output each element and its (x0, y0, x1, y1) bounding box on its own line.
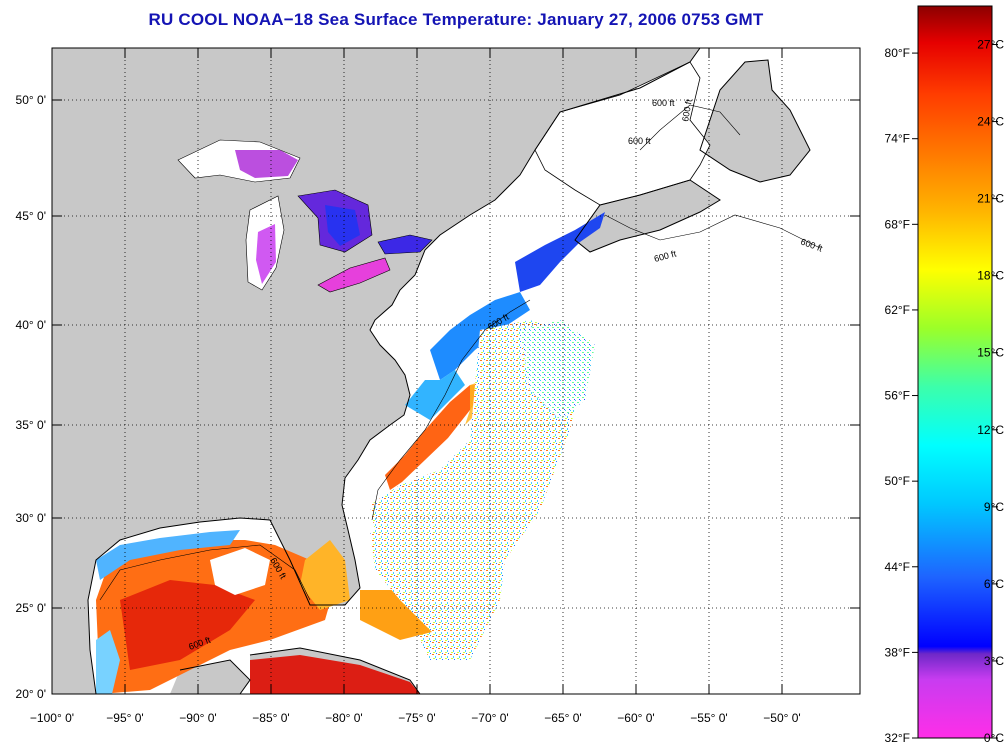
sst-gulf-cool-shelf (96, 530, 240, 580)
sst-caribbean (250, 655, 420, 694)
lon-label: −75° 0' (398, 711, 435, 725)
lat-label: 35° 0' (16, 418, 46, 432)
lon-label: −55° 0' (690, 711, 727, 725)
colorbar-label-c: 21°C (977, 192, 1004, 206)
lat-lon-gridlines (52, 48, 860, 694)
sst-texas-coast (96, 630, 120, 694)
colorbar-label-f: 56°F (885, 389, 910, 403)
gulf-of-st-lawrence (534, 61, 711, 206)
lat-label: 45° 0' (16, 209, 46, 223)
lon-label: −95° 0' (106, 711, 143, 725)
colorbar-label-c: 9°C (984, 500, 1004, 514)
colorbar: 32°F 38°F 44°F 50°F 56°F 62°F 68°F 74°F 80°F 0°C… (885, 5, 1004, 745)
colorbar-label-c: 12°C (977, 423, 1004, 437)
map-frame (51, 47, 861, 695)
colorbar-label-c: 24°C (977, 115, 1004, 129)
colorbar-label-f: 80°F (885, 46, 910, 60)
lake-erie (317, 257, 391, 293)
lake-ontario (377, 234, 433, 255)
land-nova-scotia (575, 180, 720, 252)
colorbar-label-f: 68°F (885, 217, 910, 231)
sst-gulf-of-maine (515, 212, 605, 292)
sst-west-florida-shelf (300, 540, 350, 610)
sst-gulf-stream (385, 385, 485, 490)
sst-gulf-of-mexico-hot (120, 580, 255, 670)
colorbar-celsius-labels: 0°C 3°C 6°C 9°C 12°C 15°C 18°C 21°C 24°C 27°C (977, 38, 1004, 745)
map-area: 600 ft 600 ft 600 ft 600 ft 600 ft 600 f… (52, 48, 860, 694)
land-newfoundland (700, 60, 810, 182)
lon-label: −60° 0' (617, 711, 654, 725)
lon-label: −80° 0' (325, 711, 362, 725)
colorbar-label-c: 15°C (977, 346, 1004, 360)
isobath-label: 600 ft (652, 98, 675, 108)
lat-label: 20° 0' (16, 687, 46, 701)
colorbar-label-c: 27°C (977, 38, 1004, 52)
lake-huron-deep (325, 205, 360, 246)
lon-label: −90° 0' (179, 711, 216, 725)
colorbar-label-f: 44°F (885, 560, 910, 574)
colorbar-label-f: 38°F (885, 645, 910, 659)
lat-label: 40° 0' (16, 318, 46, 332)
colorbar-label-f: 62°F (885, 303, 910, 317)
colorbar-label-c: 18°C (977, 269, 1004, 283)
isobath-label: 600 ft (628, 136, 651, 146)
map-title: RU COOL NOAA−18 Sea Surface Temperature:… (148, 10, 764, 29)
colorbar-label-c: 0°C (984, 731, 1004, 745)
lon-label: −85° 0' (252, 711, 289, 725)
lon-label: −70° 0' (471, 711, 508, 725)
lat-label: 30° 0' (16, 511, 46, 525)
sst-cloud-speckle-north (520, 320, 595, 420)
lon-label: −50° 0' (763, 711, 800, 725)
great-lakes (177, 139, 433, 293)
colorbar-label-f: 50°F (885, 474, 910, 488)
sst-florida-shelf (360, 590, 440, 640)
longitude-axis: −100° 0' −95° 0' −90° 0' −85° 0' −80° 0' −75°… (30, 48, 801, 725)
lat-label: 25° 0' (16, 601, 46, 615)
sst-bahamas (370, 520, 500, 640)
sst-gulf-cloud (210, 548, 270, 595)
colorbar-swatch (917, 5, 993, 739)
colorbar-label-c: 6°C (984, 577, 1004, 591)
lon-label: −100° 0' (30, 711, 74, 725)
lon-label: −65° 0' (544, 711, 581, 725)
latitude-axis: 20° 0' 25° 0' 30° 0' 35° 0' 40° 0' 45° 0' 50° … (16, 93, 860, 701)
isobaths-600ft (99, 104, 821, 601)
land-mass (52, 48, 700, 694)
coastlines (87, 48, 811, 694)
colorbar-fahrenheit-labels: 32°F 38°F 44°F 50°F 56°F 62°F 68°F 74°F 80°F (885, 46, 918, 745)
colorbar-label-c: 3°C (984, 654, 1004, 668)
lake-superior-sst (235, 150, 298, 178)
colorbar-label-f: 32°F (885, 731, 910, 745)
lat-label: 50° 0' (16, 93, 46, 107)
isobath-label: 600 ft (680, 98, 694, 122)
sst-shelf-mid (405, 370, 465, 420)
colorbar-label-f: 74°F (885, 132, 910, 146)
sst-field (96, 212, 605, 694)
